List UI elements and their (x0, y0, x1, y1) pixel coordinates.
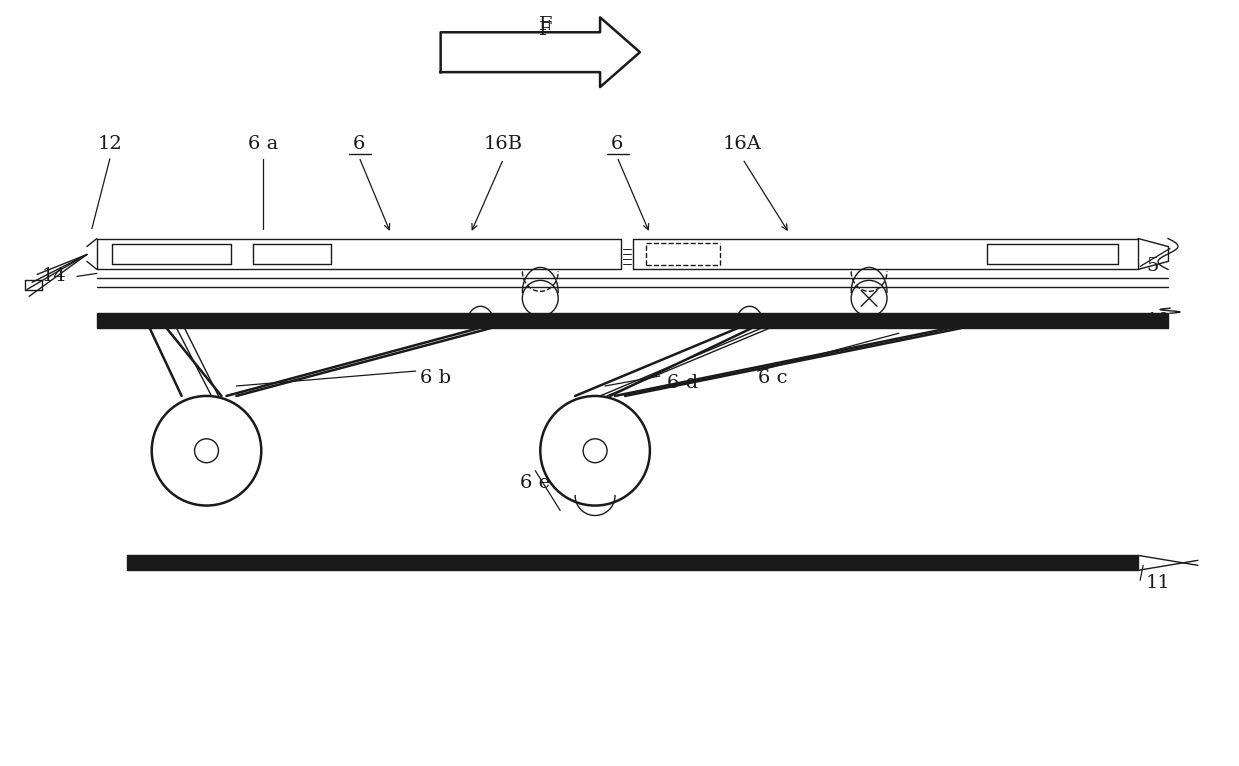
Text: 6: 6 (611, 135, 623, 153)
Circle shape (195, 439, 218, 463)
Circle shape (540, 396, 650, 506)
Circle shape (851, 280, 887, 316)
Text: 12: 12 (98, 135, 123, 153)
Text: 6 a: 6 a (248, 135, 279, 153)
Circle shape (151, 396, 261, 506)
Text: 6 c: 6 c (757, 369, 787, 387)
Text: 6: 6 (353, 135, 366, 153)
Text: 6 d: 6 d (668, 374, 699, 392)
Text: F: F (539, 16, 553, 34)
Text: 10: 10 (1146, 313, 1171, 330)
Text: 16B: 16B (484, 135, 523, 153)
Text: 14: 14 (42, 267, 67, 286)
Text: F: F (539, 21, 553, 39)
Text: 6 e: 6 e (520, 473, 550, 492)
Text: 16A: 16A (724, 135, 762, 153)
Circle shape (584, 439, 607, 463)
Text: 11: 11 (1146, 574, 1171, 592)
Text: 5: 5 (1146, 257, 1158, 276)
Circle shape (523, 280, 559, 316)
Text: 6 b: 6 b (420, 369, 451, 387)
